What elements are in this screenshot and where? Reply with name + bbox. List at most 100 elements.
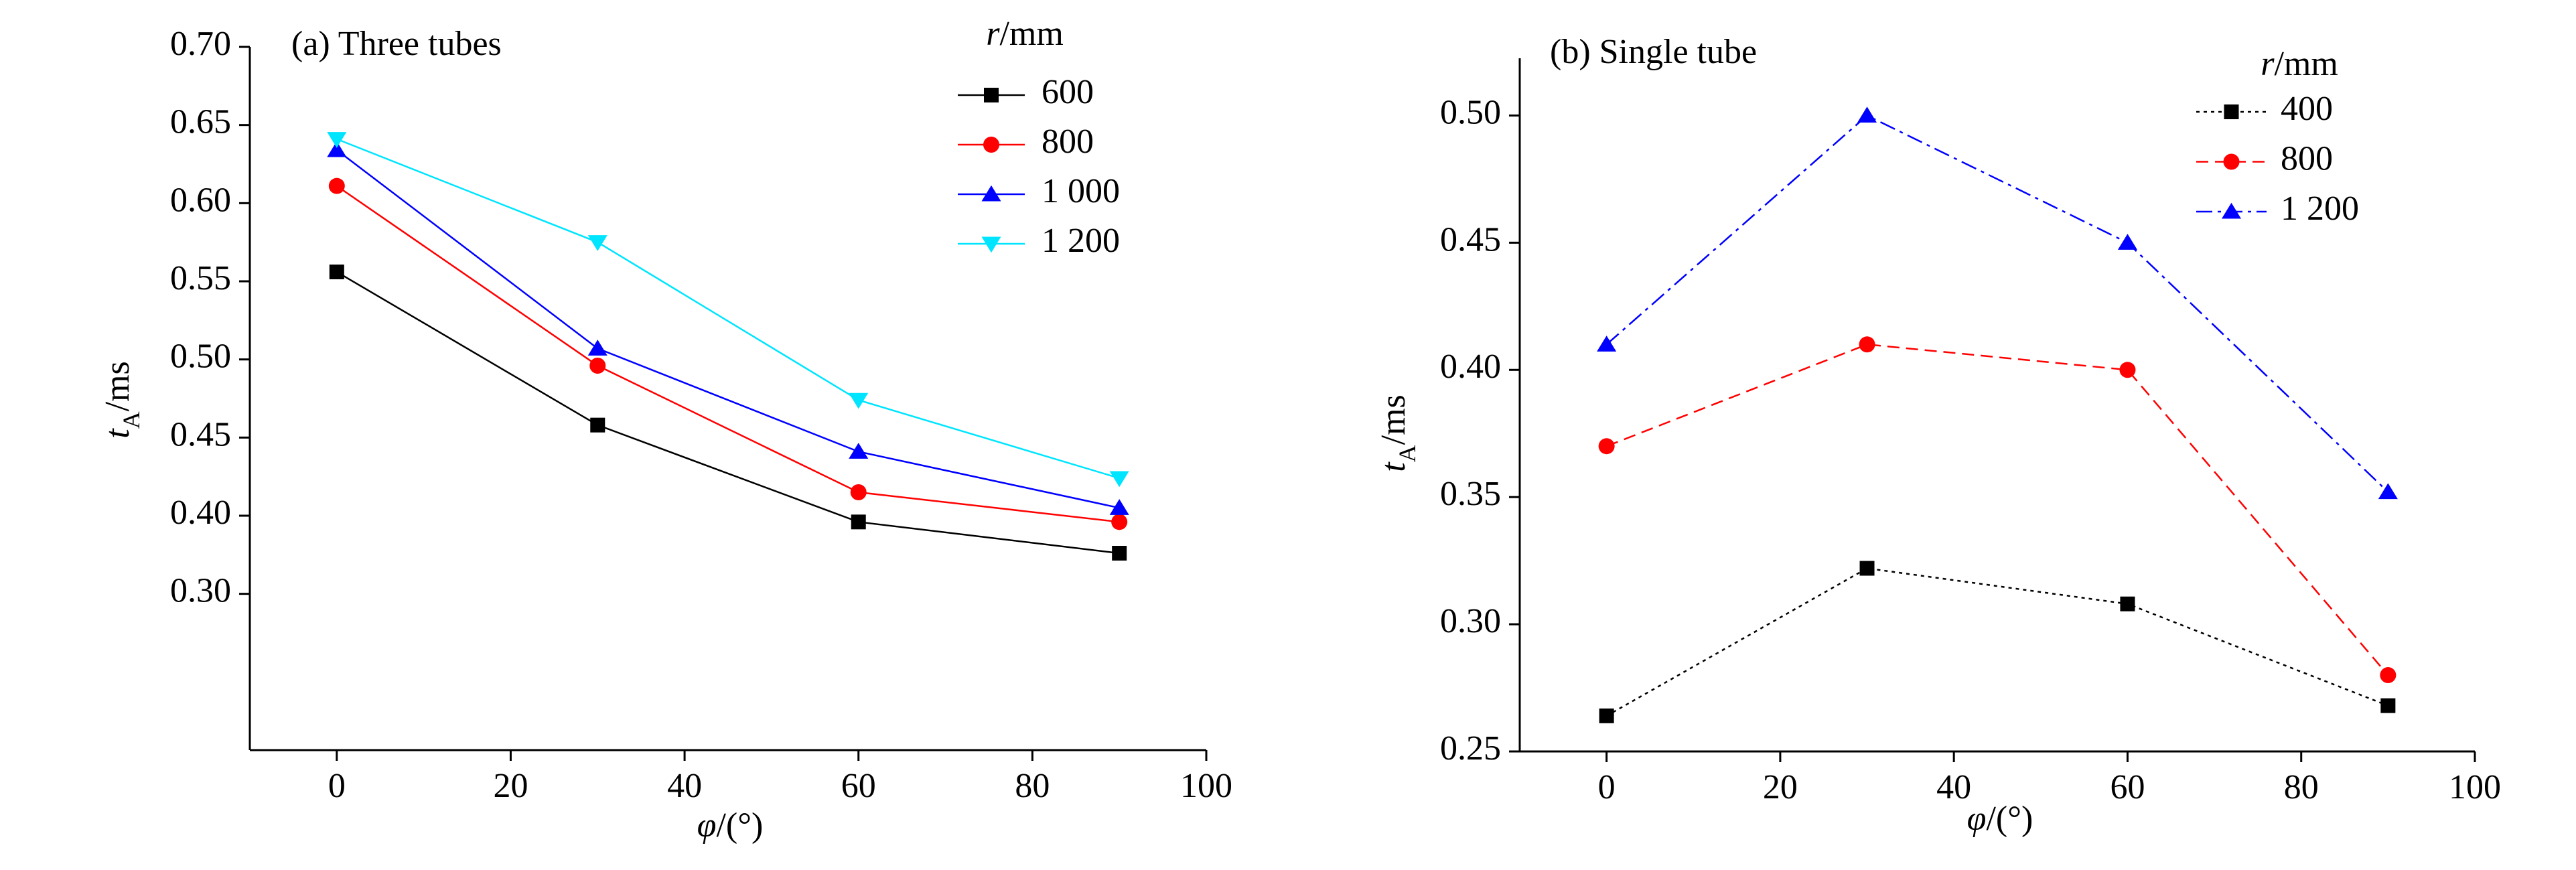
y-tick-label: 0.60 bbox=[170, 181, 231, 219]
x-axis-label: φ/(°) bbox=[697, 806, 764, 845]
marker bbox=[851, 514, 866, 530]
marker bbox=[328, 177, 345, 194]
y-tick-label: 0.70 bbox=[170, 25, 231, 63]
marker bbox=[1598, 438, 1615, 455]
legend-label: 600 bbox=[1042, 73, 1094, 111]
y-tick-label: 0.50 bbox=[1440, 93, 1501, 131]
marker bbox=[1109, 471, 1129, 488]
marker bbox=[981, 236, 1001, 253]
marker bbox=[1859, 561, 1875, 576]
legend-label: 1 000 bbox=[1042, 172, 1120, 210]
chart-title: (b) Single tube bbox=[1550, 33, 1757, 71]
x-tick-label: 100 bbox=[2449, 768, 2501, 806]
x-tick-label: 20 bbox=[1763, 768, 1798, 806]
x-tick-label: 40 bbox=[667, 767, 702, 805]
y-axis-label-symbol: t bbox=[98, 428, 137, 439]
x-tick-label: 40 bbox=[1936, 768, 1971, 806]
marker bbox=[1859, 336, 1875, 353]
marker bbox=[1599, 708, 1614, 723]
marker bbox=[1112, 546, 1127, 561]
y-axis-label-rest: /ms bbox=[1374, 394, 1413, 445]
series bbox=[328, 177, 1128, 530]
series bbox=[327, 132, 1129, 488]
x-axis-label-rest: /(°) bbox=[716, 806, 763, 845]
series-line bbox=[1605, 114, 2389, 493]
marker bbox=[1857, 106, 1877, 123]
legend-title-symbol: r bbox=[2261, 45, 2275, 83]
series bbox=[327, 141, 1129, 515]
marker bbox=[849, 443, 869, 459]
legend-label: 400 bbox=[2281, 90, 2333, 128]
marker bbox=[2119, 362, 2136, 378]
series-line bbox=[336, 271, 1120, 555]
legend-title-rest: /mm bbox=[2274, 45, 2338, 83]
legend-label: 800 bbox=[1042, 123, 1094, 161]
marker bbox=[2378, 483, 2398, 500]
marker bbox=[587, 340, 607, 356]
marker bbox=[590, 417, 605, 433]
series bbox=[1599, 561, 2396, 723]
series-line bbox=[336, 185, 1120, 523]
x-axis-label-rest: /(°) bbox=[1986, 800, 2033, 838]
marker bbox=[850, 484, 867, 500]
y-axis-label: tA/ms bbox=[1374, 394, 1421, 472]
marker bbox=[327, 132, 347, 148]
legend-title: r/mm bbox=[2261, 45, 2338, 83]
marker bbox=[2380, 698, 2396, 713]
marker bbox=[587, 235, 607, 251]
legend-title: r/mm bbox=[986, 15, 1064, 53]
marker bbox=[984, 88, 999, 102]
marker bbox=[849, 392, 869, 409]
series-line bbox=[1606, 567, 2388, 717]
x-tick-label: 0 bbox=[1598, 768, 1616, 806]
x-tick-label: 0 bbox=[328, 767, 346, 805]
marker bbox=[1597, 336, 1617, 352]
y-tick-label: 0.55 bbox=[170, 259, 231, 297]
marker bbox=[2223, 153, 2240, 170]
legend-title-symbol: r bbox=[986, 15, 1000, 53]
marker bbox=[2120, 596, 2135, 611]
marker bbox=[589, 358, 606, 374]
y-axis-label-symbol: t bbox=[1374, 461, 1413, 472]
y-tick-label: 0.25 bbox=[1440, 729, 1501, 768]
marker bbox=[981, 185, 1001, 202]
x-axis-label-symbol: φ bbox=[697, 806, 717, 845]
series bbox=[1598, 336, 2396, 684]
marker bbox=[329, 265, 344, 279]
series bbox=[1597, 106, 2398, 500]
marker bbox=[327, 141, 347, 157]
x-axis-label-symbol: φ bbox=[1967, 800, 1987, 838]
series-line bbox=[336, 138, 1120, 480]
series-line bbox=[1606, 344, 2389, 676]
y-axis-label-rest: /ms bbox=[98, 361, 137, 411]
y-tick-label: 0.40 bbox=[1440, 348, 1501, 386]
series-line bbox=[336, 149, 1120, 509]
legend-label: 1 200 bbox=[1042, 222, 1120, 260]
y-tick-label: 0.45 bbox=[1440, 220, 1501, 259]
y-axis-label-subscript: A bbox=[1394, 445, 1421, 462]
marker bbox=[2221, 202, 2242, 219]
y-tick-label: 0.35 bbox=[1440, 475, 1501, 513]
x-tick-label: 100 bbox=[1180, 767, 1232, 805]
marker bbox=[2224, 104, 2239, 119]
y-tick-label: 0.30 bbox=[1440, 602, 1501, 640]
y-axis-label: tA/ms bbox=[98, 361, 145, 439]
legend-label: 800 bbox=[2281, 139, 2333, 177]
y-tick-label: 0.40 bbox=[170, 494, 231, 532]
x-axis-label: φ/(°) bbox=[1967, 800, 2033, 838]
y-tick-label: 0.30 bbox=[170, 572, 231, 610]
marker bbox=[983, 137, 999, 153]
series bbox=[329, 265, 1127, 561]
x-tick-label: 80 bbox=[2284, 768, 2319, 806]
marker bbox=[1109, 499, 1129, 515]
y-tick-label: 0.45 bbox=[170, 415, 231, 453]
y-tick-label: 0.65 bbox=[170, 103, 231, 141]
x-tick-label: 20 bbox=[493, 767, 528, 805]
y-axis-label-subscript: A bbox=[118, 411, 145, 429]
marker bbox=[2380, 667, 2396, 684]
x-tick-label: 60 bbox=[2110, 768, 2145, 806]
legend-title-rest: /mm bbox=[999, 15, 1063, 53]
y-tick-label: 0.50 bbox=[170, 338, 231, 376]
x-tick-label: 80 bbox=[1015, 767, 1050, 805]
